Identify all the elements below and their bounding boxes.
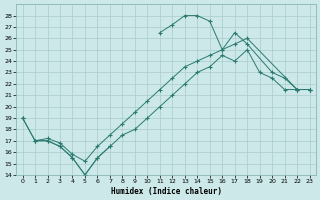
X-axis label: Humidex (Indice chaleur): Humidex (Indice chaleur) xyxy=(111,187,221,196)
